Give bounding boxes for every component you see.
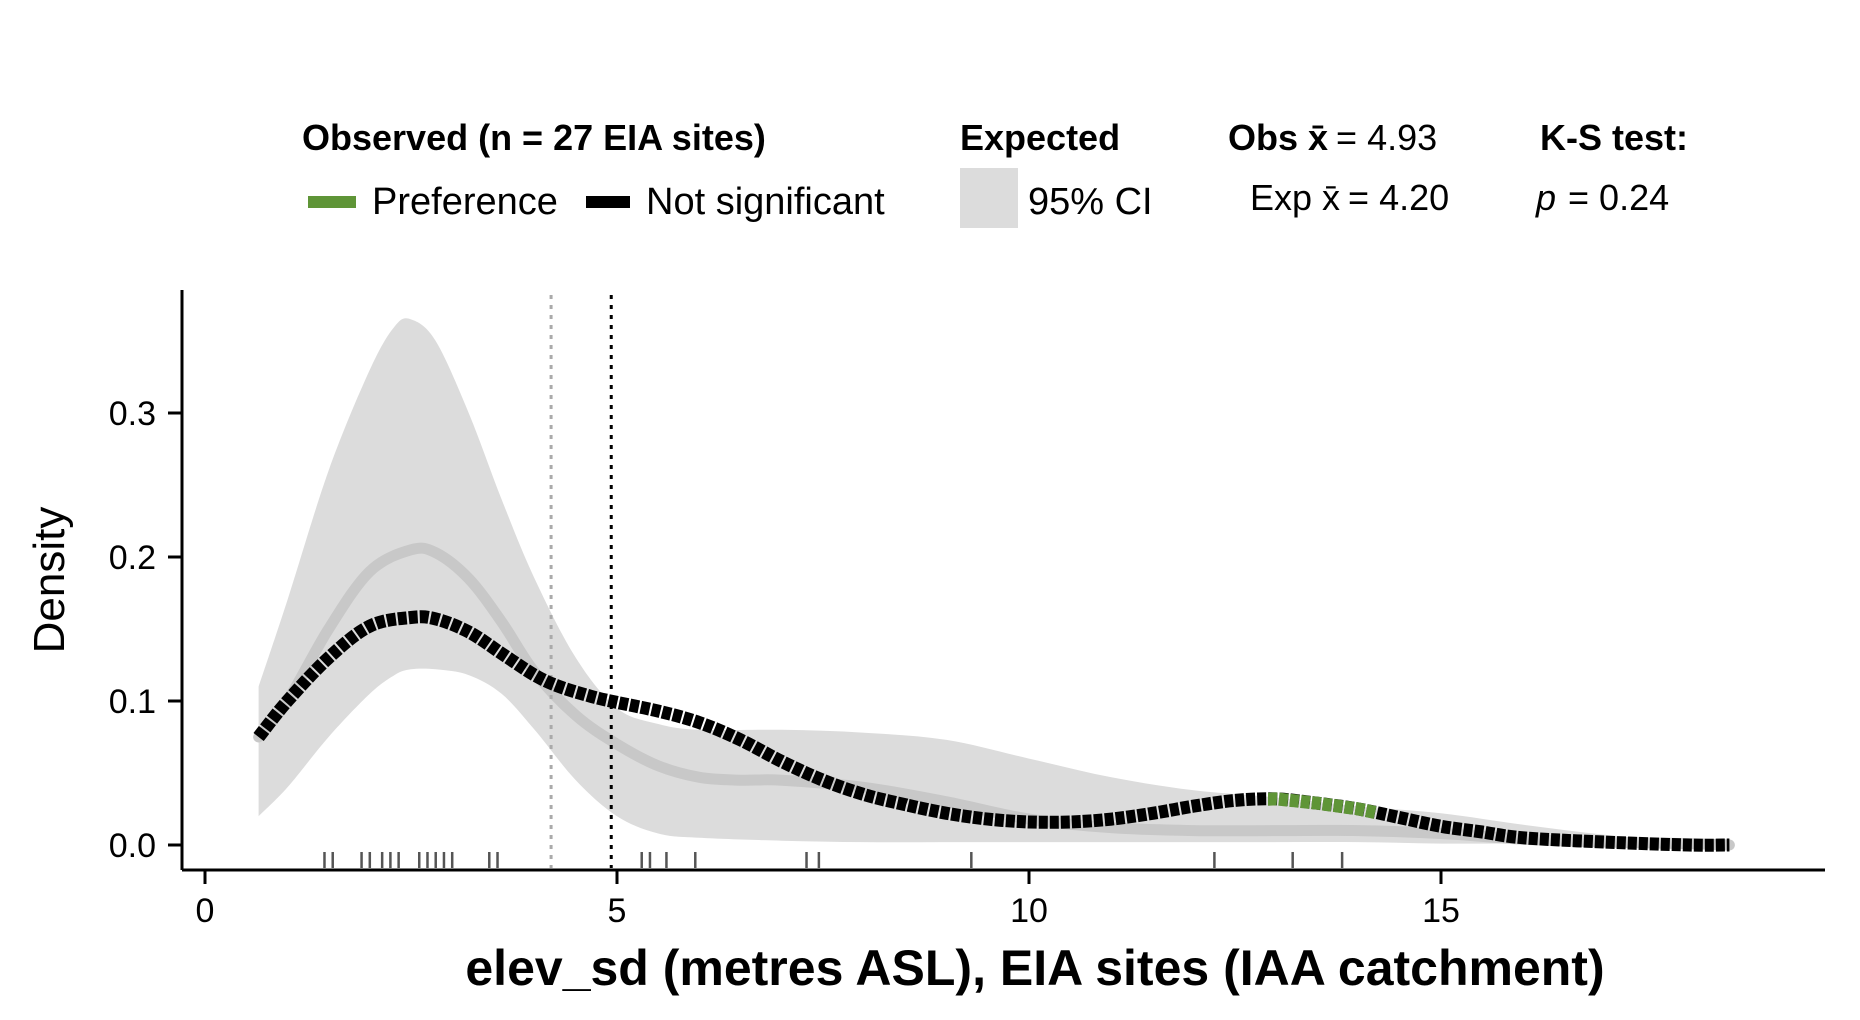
obs-mean-value: = 4.93 [1336, 117, 1437, 158]
observed-line-layer [253, 610, 1730, 852]
ci-swatch [960, 168, 1018, 228]
y-tick-label: 0.3 [109, 395, 156, 433]
y-tick-label: 0.2 [109, 539, 156, 577]
ks-test-title: K-S test: [1540, 117, 1688, 158]
exp-mean-text: Exp x̄ = 4.20 [1250, 177, 1449, 218]
exp-mean-xbar: x̄ [1322, 177, 1340, 218]
legend-ci-label: 95% CI [1028, 181, 1153, 223]
preference-swatch [308, 196, 356, 208]
ci-band-layer [258, 318, 1730, 846]
legend-expected-title: Expected [960, 117, 1120, 158]
obs-mean-xbar: x̄ [1308, 117, 1328, 158]
x-axis-title: elev_sd (metres ASL), EIA sites (IAA cat… [465, 940, 1604, 996]
observed-density-line [253, 610, 1730, 852]
legend-not-significant-label: Not significant [646, 181, 885, 223]
observed-preference-segment [1267, 792, 1377, 819]
ks-p-text: p = 0.24 [1535, 177, 1669, 218]
legend: Observed (n = 27 EIA sites) Preference N… [302, 117, 1688, 228]
rug-layer [323, 852, 1344, 868]
x-tick-label: 10 [1010, 892, 1048, 930]
x-tick-label: 0 [196, 892, 215, 930]
exp-mean-value: = 4.20 [1348, 177, 1449, 218]
x-tick-label: 15 [1422, 892, 1460, 930]
x-tick-label: 5 [608, 892, 627, 930]
ks-p-symbol: p [1535, 177, 1556, 218]
y-tick-label: 0.0 [109, 827, 156, 865]
exp-mean-prefix: Exp [1250, 177, 1322, 218]
axes-layer: 0 5 10 15 0.0 0.1 0.2 0.3 [109, 290, 1825, 930]
obs-mean-prefix: Obs [1228, 117, 1308, 158]
y-axis-title: Density [25, 507, 74, 654]
ks-p-value: = 0.24 [1568, 177, 1669, 218]
y-tick-label: 0.1 [109, 683, 156, 721]
expected-density-line [253, 542, 1735, 851]
expected-line-layer [253, 542, 1735, 851]
not-significant-swatch [586, 196, 630, 208]
legend-preference-label: Preference [372, 181, 558, 223]
ci-band [258, 318, 1730, 846]
obs-mean-text: Obs x̄ = 4.93 [1228, 117, 1437, 158]
legend-observed-title: Observed (n = 27 EIA sites) [302, 117, 766, 158]
